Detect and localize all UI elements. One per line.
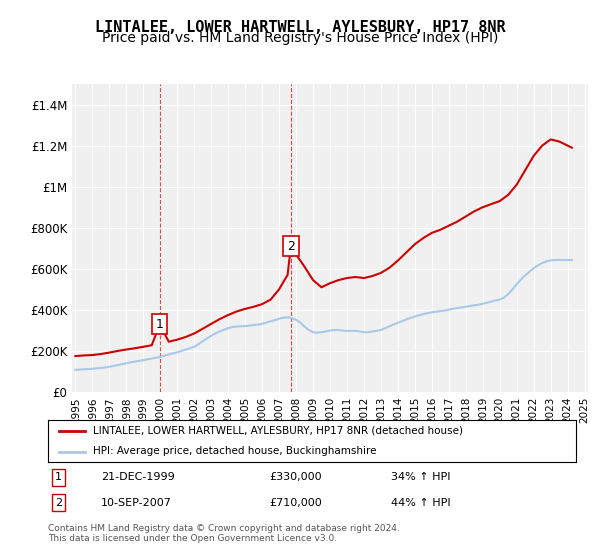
Text: LINTALEE, LOWER HARTWELL, AYLESBURY, HP17 8NR (detached house): LINTALEE, LOWER HARTWELL, AYLESBURY, HP1…	[93, 426, 463, 436]
Text: £710,000: £710,000	[270, 498, 323, 507]
Text: 10-SEP-2007: 10-SEP-2007	[101, 498, 172, 507]
Text: 34% ↑ HPI: 34% ↑ HPI	[391, 473, 451, 482]
Text: 1: 1	[55, 473, 62, 482]
Text: 1: 1	[156, 318, 164, 331]
Text: 2: 2	[287, 240, 295, 253]
Text: £330,000: £330,000	[270, 473, 322, 482]
Text: Contains HM Land Registry data © Crown copyright and database right 2024.
This d: Contains HM Land Registry data © Crown c…	[48, 524, 400, 543]
Text: 44% ↑ HPI: 44% ↑ HPI	[391, 498, 451, 507]
Text: 2: 2	[55, 498, 62, 507]
Text: 21-DEC-1999: 21-DEC-1999	[101, 473, 175, 482]
Text: LINTALEE, LOWER HARTWELL, AYLESBURY, HP17 8NR: LINTALEE, LOWER HARTWELL, AYLESBURY, HP1…	[95, 20, 505, 35]
Text: Price paid vs. HM Land Registry's House Price Index (HPI): Price paid vs. HM Land Registry's House …	[102, 31, 498, 45]
Text: HPI: Average price, detached house, Buckinghamshire: HPI: Average price, detached house, Buck…	[93, 446, 376, 456]
